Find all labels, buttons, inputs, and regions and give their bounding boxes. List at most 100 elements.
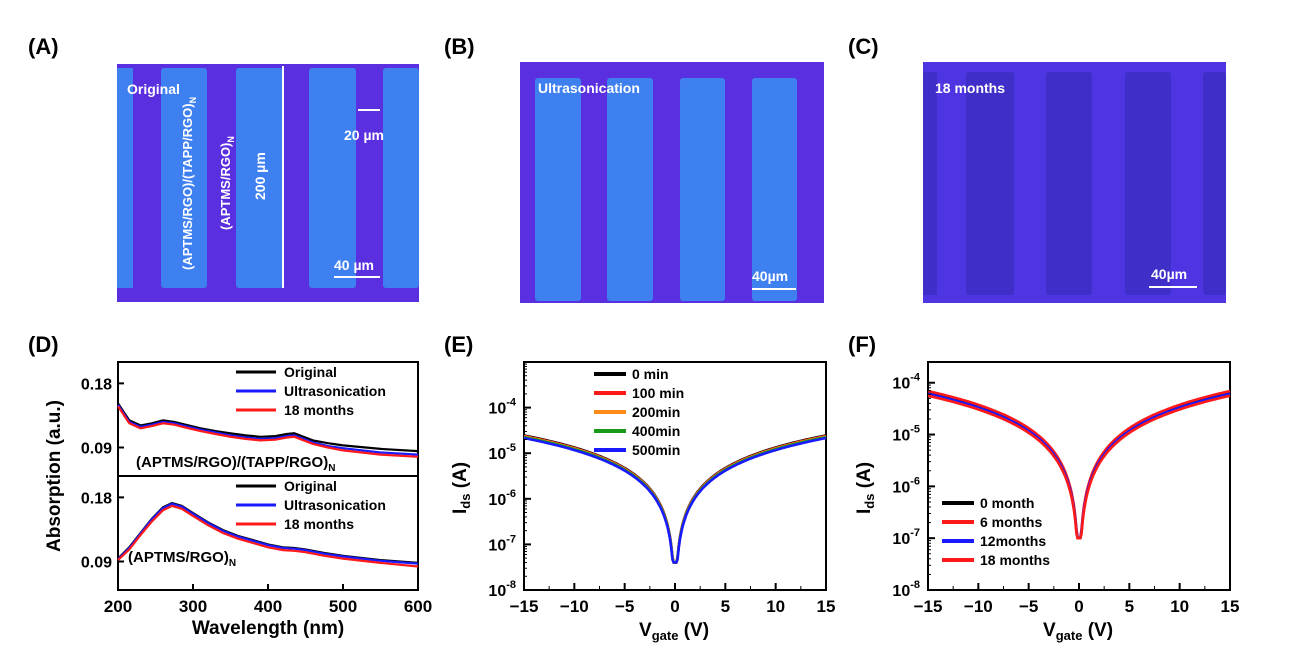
- series-line-12months: [927, 392, 1231, 540]
- micrograph-c-strip: [1125, 72, 1171, 295]
- gap-label: 200 µm: [252, 152, 268, 200]
- condition-label-b: Ultrasonication: [538, 80, 640, 96]
- y-tick-label: 0.09: [81, 555, 112, 572]
- x-axis-label: Vgate (V): [639, 620, 709, 643]
- subplot-label-main: (APTMS/RGO): [128, 549, 229, 566]
- scale-bar-label-b: 40µm: [752, 268, 788, 284]
- panel-label-d: (D): [28, 332, 59, 357]
- micrograph-b-strip: [607, 78, 653, 301]
- legend-label: Ultrasonication: [284, 497, 386, 513]
- micrograph-a-strip: [117, 68, 133, 288]
- scale-bar-label-a: 40 µm: [334, 257, 374, 273]
- y-tick-base: 10: [488, 492, 506, 509]
- y-tick-exponent: -7: [910, 527, 920, 539]
- y-axis-label: Ids (A): [854, 462, 877, 514]
- x-tick-label: 0: [1074, 597, 1083, 616]
- y-tick-label: 10-4: [892, 372, 920, 393]
- micrograph-c-strip: [1046, 72, 1092, 295]
- y-tick-exponent: -4: [506, 397, 517, 409]
- small-scale-label: 20 µm: [344, 127, 384, 143]
- plot-frame: [927, 361, 1231, 591]
- series-line-ultrasonication: [117, 502, 419, 565]
- y-axis-label-main: I: [854, 509, 875, 514]
- x-axis-label-sub: gate: [1056, 628, 1083, 643]
- scale-bar-label-c: 40µm: [1151, 266, 1187, 282]
- condition-label-c: 18 months: [935, 80, 1005, 96]
- layer-label-inner: (APTMS/RGO)N: [218, 136, 236, 230]
- y-axis-label-sub: ds: [862, 494, 877, 509]
- series-line-6-months: [927, 389, 1231, 540]
- series-line-0-month: [927, 391, 1231, 540]
- micrograph-a-strip: [383, 68, 419, 288]
- y-tick-base: 10: [892, 479, 910, 496]
- y-axis-label-main: I: [450, 509, 471, 514]
- x-tick-label: 15: [817, 597, 836, 616]
- condition-label-a: Original: [127, 81, 180, 97]
- panel-label-e: (E): [444, 332, 473, 357]
- y-tick-label: 0.18: [81, 376, 112, 393]
- x-tick-label: −10: [560, 597, 589, 616]
- subplot-label: (APTMS/RGO)/(TAPP/RGO)N: [136, 454, 335, 474]
- legend-label: 100 min: [632, 385, 684, 401]
- x-axis-label-main: V: [1043, 620, 1056, 641]
- layer-label-inner-sub: N: [226, 136, 236, 143]
- y-tick-exponent: -6: [506, 488, 516, 500]
- x-axis-label: Vgate (V): [1043, 620, 1113, 643]
- y-axis-label: Absorption (a.u.): [44, 400, 65, 552]
- y-tick-base: 10: [892, 531, 910, 548]
- y-tick-base: 10: [892, 428, 910, 445]
- legend-label: 400min: [632, 423, 680, 439]
- y-tick-exponent: -5: [910, 424, 920, 436]
- y-tick-exponent: -7: [506, 533, 516, 545]
- subplot-label-sub: N: [328, 463, 335, 474]
- y-tick-base: 10: [488, 401, 506, 418]
- x-axis-label-sub: gate: [652, 628, 679, 643]
- y-axis-label-unit: (A): [450, 462, 471, 494]
- y-tick-label: 10-5: [892, 424, 920, 445]
- gap-label-text: 200 µm: [252, 152, 268, 200]
- x-axis-label: Wavelength (nm): [192, 618, 344, 639]
- y-tick-label: 10-8: [488, 579, 516, 600]
- y-tick-base: 10: [488, 446, 506, 463]
- x-tick-label: 15: [1221, 597, 1240, 616]
- subplot-label-main: (APTMS/RGO)/(TAPP/RGO): [136, 454, 328, 471]
- panel-label-a: (A): [28, 34, 59, 59]
- legend-label: 500min: [632, 442, 680, 458]
- subplot-label: (APTMS/RGO)N: [128, 549, 236, 569]
- y-tick-label: 10-7: [488, 533, 516, 554]
- micrograph-b-strip: [535, 78, 581, 301]
- legend-label: 18 months: [284, 516, 354, 532]
- x-axis-label-unit: (V): [678, 620, 709, 641]
- x-tick-label: −15: [914, 597, 943, 616]
- y-tick-exponent: -4: [910, 372, 921, 384]
- micrograph-a-strip: [236, 68, 283, 288]
- legend-label: 200min: [632, 404, 680, 420]
- x-tick-label: 5: [721, 597, 730, 616]
- y-tick-base: 10: [892, 376, 910, 393]
- x-tick-label: 10: [1170, 597, 1189, 616]
- x-tick-label: 0: [670, 597, 679, 616]
- legend-label: Original: [284, 364, 337, 380]
- y-tick-exponent: -8: [910, 579, 920, 591]
- legend-label: Ultrasonication: [284, 383, 386, 399]
- micrograph-a: Original 20 µm 40 µm (APTMS/RGO)/(TAPP/R…: [117, 64, 419, 302]
- legend-label: 6 months: [980, 514, 1042, 530]
- y-axis-label: Ids (A): [450, 462, 473, 514]
- micrograph-b: Ultrasonication 40µm: [520, 62, 824, 303]
- x-tick-label: 600: [404, 597, 432, 616]
- svg-text:(APTMS/RGO)/(TAPP/RGO)N: (APTMS/RGO)/(TAPP/RGO)N: [180, 97, 198, 270]
- legend-label: 0 min: [632, 366, 669, 382]
- y-tick-label: 10-5: [488, 442, 516, 463]
- x-tick-label: −5: [615, 597, 634, 616]
- panel-label-f: (F): [848, 332, 876, 357]
- y-tick-exponent: -6: [910, 475, 920, 487]
- y-tick-exponent: -8: [506, 579, 516, 591]
- x-tick-label: −10: [964, 597, 993, 616]
- chart-e-transfer-curve: 10-810-710-610-510-4−15 −10 −5 0 5 10 15Vgate …: [450, 361, 836, 643]
- subplot-label-sub: N: [229, 558, 236, 569]
- y-tick-label: 10-4: [488, 397, 516, 418]
- y-tick-label: 10-6: [488, 488, 516, 509]
- series-line-500min: [523, 436, 827, 564]
- x-tick-label: −15: [510, 597, 539, 616]
- y-tick-base: 10: [892, 583, 910, 600]
